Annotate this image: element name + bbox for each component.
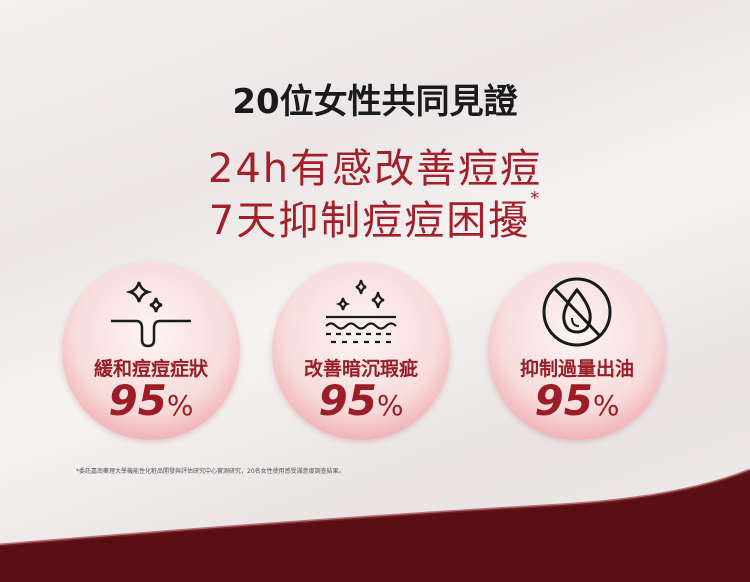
badge-brighten: 改善暗沉瑕疵 95% bbox=[272, 262, 450, 440]
badge-label: 抑制過量出油 bbox=[519, 358, 634, 380]
claim-line-1: 24h有感改善痘痘 bbox=[207, 146, 543, 192]
skin-layer-sparkle-icon bbox=[325, 279, 397, 344]
pore-sparkle-icon bbox=[111, 281, 191, 348]
headline: 20位女性共同見證 bbox=[232, 82, 518, 122]
no-oil-drop-icon bbox=[542, 277, 612, 347]
badge-label: 緩和痘痘症狀 bbox=[93, 358, 208, 380]
footnote: *委託嘉南藥理大學機能性化粧品開發與評估研究中心實測研究，20名女性使用感受滿意… bbox=[76, 468, 345, 475]
claim-line-2: 7天抑制痘痘困擾* bbox=[208, 188, 542, 244]
badge-value: 95% bbox=[108, 376, 194, 425]
badge-oil-control: 抑制過量出油 95% bbox=[488, 262, 666, 440]
badge-value: 95% bbox=[534, 376, 620, 425]
badge-label: 改善暗沉瑕疵 bbox=[303, 358, 418, 380]
badge-soothe: 緩和痘痘症狀 95% bbox=[62, 262, 240, 440]
badge-value: 95% bbox=[318, 376, 404, 425]
